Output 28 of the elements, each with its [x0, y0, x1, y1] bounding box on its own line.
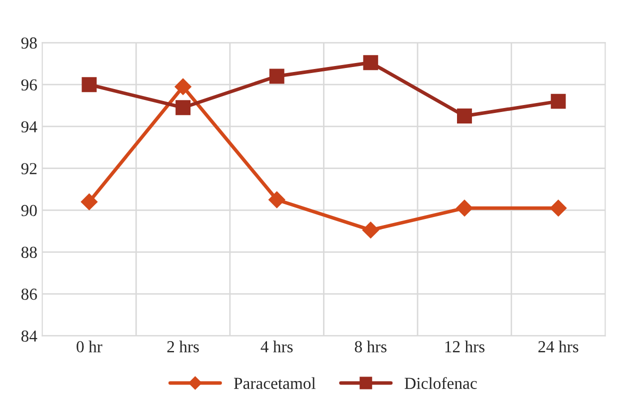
x-tick-label: 24 hrs	[538, 340, 578, 352]
point	[174, 78, 192, 96]
x-tick-label: 2 hrs	[167, 340, 199, 352]
point	[268, 191, 286, 208]
legend-label: Diclofenac	[404, 377, 477, 389]
y-tick-label: 84	[21, 330, 38, 342]
point	[362, 222, 380, 238]
y-tick-label: 98	[21, 37, 37, 49]
point	[456, 200, 473, 216]
y-tick-label: 92	[21, 163, 37, 174]
point	[80, 193, 98, 210]
point	[82, 77, 97, 92]
point	[457, 108, 472, 124]
point	[550, 200, 567, 216]
y-tick-label: 88	[21, 246, 37, 258]
x-tick-label: 12 hrs	[445, 340, 484, 352]
point	[550, 94, 566, 109]
x-tick-label: 8 hrs	[354, 340, 386, 352]
x-tick-label: 4 hrs	[260, 340, 293, 352]
y-tick-label: 94	[21, 121, 38, 132]
point	[269, 68, 284, 84]
point	[176, 100, 190, 116]
y-tick-label: 86	[21, 288, 37, 300]
y-tick-label: 90	[21, 204, 37, 216]
y-tick-label: 96	[21, 79, 37, 91]
point	[363, 55, 378, 70]
legend-label: Paracetamol	[234, 377, 316, 389]
x-tick-label: 0 hr	[76, 340, 102, 352]
